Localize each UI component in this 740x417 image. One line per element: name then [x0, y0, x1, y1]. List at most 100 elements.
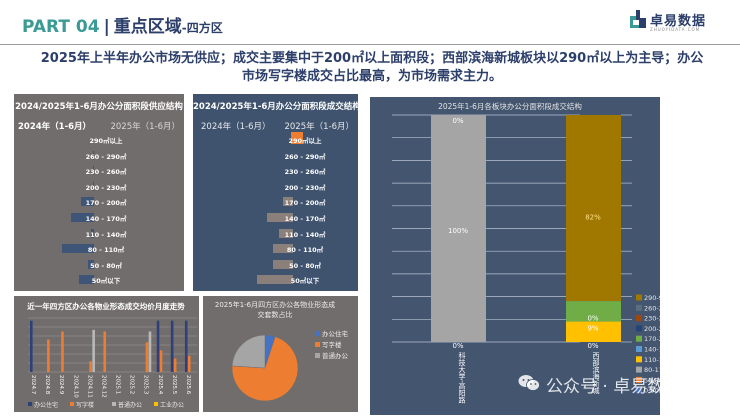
legend-swatch [636, 376, 642, 383]
bar-left [90, 228, 94, 238]
category-label: 50 - 80㎡ [90, 261, 122, 270]
category-label: 260 - 290㎡ [284, 152, 326, 161]
legend-label: 50-80㎡ [644, 375, 660, 384]
bar-left [272, 244, 293, 254]
data-label: 100% [448, 227, 468, 235]
legend-label: 170-200㎡ [644, 334, 660, 343]
bar [184, 320, 188, 372]
category-label: 80 - 110㎡ [286, 246, 324, 255]
part-number: PART 04 [22, 17, 100, 37]
legend-swatch [636, 356, 642, 363]
bar-left [92, 181, 94, 191]
legend-label: 办公住宅 [34, 401, 58, 409]
bar-segment-290-plus [566, 115, 621, 302]
logo-text: 卓易数据 [650, 14, 707, 29]
x-tick-label: 2025.6 [185, 375, 191, 395]
category-label: 290㎡以上 [89, 137, 123, 145]
logo-icon [630, 10, 646, 28]
page-header: PART 04 | 重点区域-四方区 卓易数据 ZHUOYIDATA.COM [0, 0, 740, 44]
legend-swatch [315, 342, 320, 347]
category-label: 科技大学-高阳路 [458, 351, 466, 405]
legend-label: 260-290㎡ [644, 303, 660, 312]
transaction-structure-chart: 2024/2025年1-6月办公分面积段成交结构 2024年（1-6月） 202… [193, 94, 361, 291]
headline-line-1: 2025年上半年办公市场无供应；成交主要集中于200㎡以上面积段；西部滨海新城板… [40, 51, 704, 66]
legend-swatch [70, 402, 74, 406]
x-tick-label: 2024.9 [58, 375, 64, 395]
legend-swatch [636, 315, 642, 322]
legend-label: 写字楼 [76, 401, 94, 409]
legend-label: 普通办公 [322, 351, 349, 360]
bar-left [283, 197, 293, 207]
legend-swatch [636, 366, 642, 373]
bar-segment-170-200 [566, 301, 621, 322]
category-label: 170 - 200㎡ [85, 199, 127, 208]
bar [89, 361, 92, 372]
chart-title: 2024/2025年1-6月办公分面积段成交结构 [193, 102, 361, 112]
x-tick-label: 2025.5 [171, 375, 177, 395]
legend-label: 工业办公 [160, 401, 184, 409]
category-label: 200 - 230㎡ [284, 183, 326, 192]
supply-structure-chart: 2024/2025年1-6月办公分面积段供应结构 2024年（1-6月） 202… [14, 94, 184, 291]
category-label: 140 - 170㎡ [85, 215, 127, 223]
bar-right [291, 132, 303, 144]
category-label: 110 - 140㎡ [85, 230, 127, 239]
category-label: 110 - 140㎡ [284, 230, 326, 239]
category-label: 140 - 170㎡ [284, 215, 326, 223]
chart-title: 近一年四方区办公各物业形态成交均价月度走势 [27, 301, 185, 311]
headline: 2025年上半年办公市场无供应；成交主要集中于200㎡以上面积段；西部滨海新城板… [22, 50, 722, 86]
category-label: 290㎡以上 [288, 137, 322, 145]
category-label: 50㎡以下 [91, 277, 121, 286]
x-tick-label: 2024.10 [72, 375, 78, 398]
chart-title: 2025年1-6月各板块办公分面积段成交结构 [438, 101, 582, 111]
bar-left [87, 259, 94, 269]
category-label: 50㎡以下 [290, 277, 320, 286]
bar [170, 320, 174, 372]
page-title: PART 04 | 重点区域-四方区 [22, 12, 223, 37]
bar-left [70, 213, 94, 222]
chart-title-line-2: 交套数占比 [258, 310, 293, 319]
header-divider [0, 44, 740, 45]
x-tick-label: 2024.11 [86, 375, 92, 398]
legend-swatch [636, 294, 642, 301]
legend-swatch [636, 304, 642, 311]
x-tick-label: 2024.8 [44, 375, 50, 395]
legend-label: 写字楼 [322, 340, 342, 349]
bar-segment-110-140 [566, 321, 621, 342]
bar [30, 320, 33, 372]
legend-label: 110-140㎡ [644, 355, 660, 364]
data-label: 0% [452, 117, 463, 125]
legend-label: 0-50㎡ [644, 386, 660, 395]
category-label: 260 - 290㎡ [85, 152, 127, 161]
headline-line-2: 市场写字楼成交占比最高，为市场需求主力。 [241, 69, 502, 84]
legend-swatch [636, 346, 642, 352]
bar [156, 320, 160, 372]
x-tick-label: 2025.2 [129, 375, 135, 394]
title-main: 重点区域 [113, 17, 182, 37]
bar [92, 329, 95, 372]
data-label: 9% [587, 325, 598, 333]
legend-label: 140-170㎡ [644, 345, 660, 354]
bar-left [93, 150, 94, 160]
chart-title-line-1: 2025年1-6月四方区办公各物业形态成 [215, 300, 335, 309]
bar [103, 331, 107, 372]
legend-swatch [28, 402, 32, 406]
bar-left [278, 228, 293, 238]
legend-label: 200-230㎡ [644, 324, 660, 333]
legend-label: 230-260㎡ [644, 314, 660, 323]
wechat-icon [518, 375, 540, 391]
bar [47, 339, 50, 372]
title-sub: -四方区 [181, 21, 223, 35]
bar [159, 350, 163, 372]
x-tick-label: 2024.7 [30, 375, 36, 395]
bar-left [93, 166, 94, 176]
legend-label: 普通办公 [118, 401, 142, 409]
legend-swatch [154, 402, 158, 406]
bar-left [257, 275, 293, 285]
bar [145, 342, 149, 372]
bar-segment-80-110 [431, 115, 486, 342]
bar-left [79, 275, 94, 285]
logo-tagline: ZHUOYIDATA.COM [650, 27, 701, 32]
category-label: 230 - 260㎡ [85, 168, 127, 177]
watermark-text: 公众号 · 卓易数据 [546, 377, 682, 397]
bar-left [81, 197, 94, 207]
